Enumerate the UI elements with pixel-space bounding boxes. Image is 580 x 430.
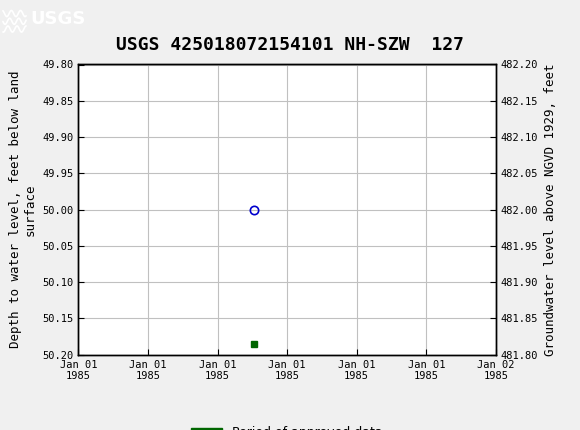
Text: USGS 425018072154101 NH-SZW  127: USGS 425018072154101 NH-SZW 127	[116, 36, 464, 54]
Y-axis label: Groundwater level above NGVD 1929, feet: Groundwater level above NGVD 1929, feet	[544, 63, 557, 356]
Text: USGS: USGS	[30, 10, 85, 28]
Y-axis label: Depth to water level, feet below land
surface: Depth to water level, feet below land su…	[9, 71, 37, 348]
Legend: Period of approved data: Period of approved data	[186, 421, 388, 430]
